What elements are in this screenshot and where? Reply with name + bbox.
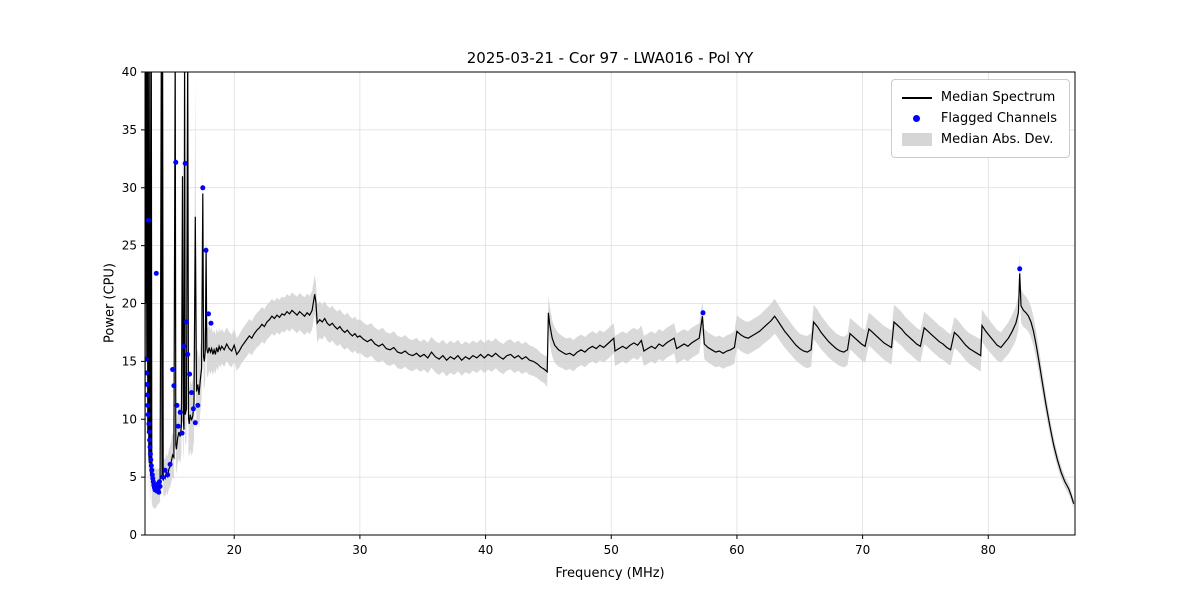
y-axis-label: Power (CPU) [102,262,118,344]
svg-text:15: 15 [122,354,137,368]
median-line [145,72,1075,504]
svg-text:70: 70 [855,543,870,557]
legend-item-median-abs-dev: Median Abs. Dev. [901,129,1057,150]
x-tick-labels: 20 30 40 50 60 70 80 [227,543,996,557]
svg-text:0: 0 [129,528,137,542]
svg-text:25: 25 [122,239,137,253]
svg-text:30: 30 [122,181,137,195]
legend-item-flagged-channels: Flagged Channels [902,108,1057,129]
legend: Median Spectrum Flagged Channels Median … [890,79,1070,158]
legend-label-flagged-channels: Flagged Channels [940,111,1057,126]
svg-text:50: 50 [604,543,619,557]
svg-text:5: 5 [129,470,137,484]
chart-title: 2025-03-21 - Cor 97 - LWA016 - Pol YY [466,49,754,67]
median-line-sample-icon [901,96,932,99]
svg-text:20: 20 [122,297,137,311]
svg-text:40: 40 [122,65,137,79]
legend-label-median-abs-dev: Median Abs. Dev. [940,132,1054,147]
svg-text:80: 80 [981,543,996,557]
axes-frame [144,71,1076,536]
mad-band-sample-icon [901,133,932,146]
flagged-dot-sample-icon [902,115,932,122]
x-axis-label: Frequency (MHz) [555,566,665,581]
flagged-dots [145,159,1023,495]
svg-text:30: 30 [352,543,367,557]
svg-text:20: 20 [227,543,242,557]
legend-label-median-spectrum: Median Spectrum [940,90,1056,105]
svg-text:10: 10 [122,412,137,426]
x-ticks [233,535,989,539]
y-tick-labels: 0 5 10 15 20 25 30 35 40 [122,65,137,542]
svg-text:40: 40 [478,543,493,557]
legend-item-median-spectrum: Median Spectrum [901,87,1057,108]
svg-text:35: 35 [122,123,137,137]
svg-text:60: 60 [729,543,744,557]
y-ticks [141,71,145,536]
